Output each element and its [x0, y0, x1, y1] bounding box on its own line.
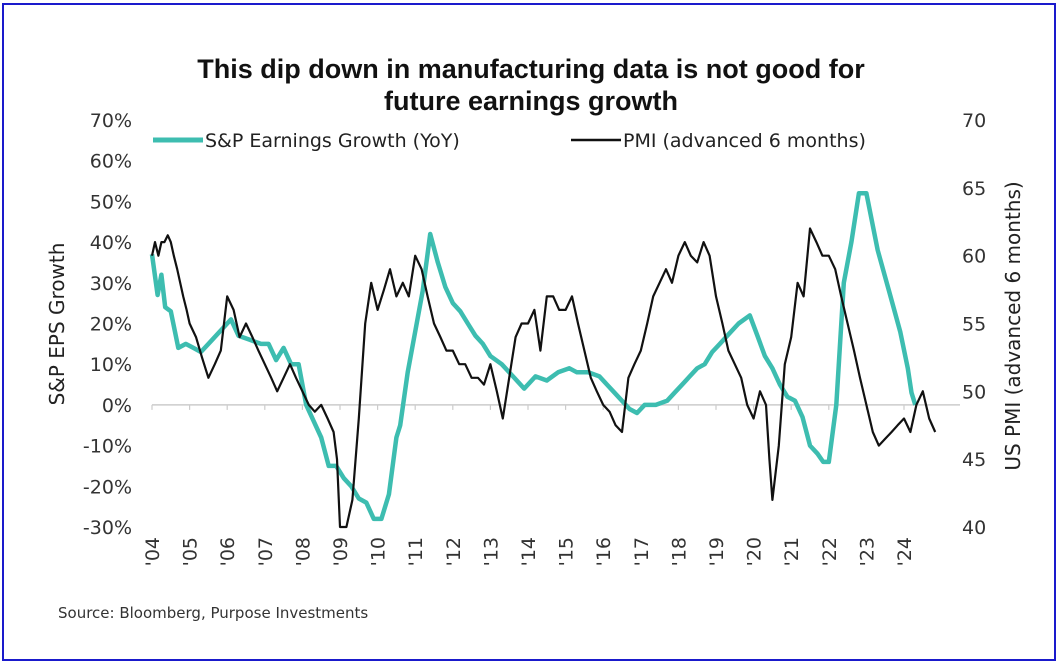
x-tick-label: '17	[631, 537, 653, 566]
right-tick-label: 60	[962, 246, 986, 268]
right-axis-ticks: 40 45 50 55 60 65 70	[962, 110, 986, 539]
x-tick-label: '11	[405, 537, 427, 566]
left-tick-label: 40%	[90, 232, 132, 254]
left-tick-label: 10%	[90, 354, 132, 376]
x-tick-label: '24	[894, 537, 916, 566]
x-axis: '04 '05 '06 '07 '08 '09 '10 '11 '12 '13 '14 '15 '16 '…	[142, 404, 960, 566]
chart-frame	[2, 3, 1056, 661]
x-tick-label: '07	[255, 537, 277, 566]
x-tick-label: '21	[781, 537, 803, 566]
pmi-line	[150, 227, 937, 529]
right-tick-label: 45	[962, 449, 986, 471]
series-lines	[149, 191, 937, 529]
right-axis-title: US PMI (advanced 6 months)	[1001, 181, 1025, 470]
right-tick-label: 70	[962, 110, 986, 132]
legend: S&P Earnings Growth (YoY) PMI (advanced …	[153, 130, 866, 152]
x-tick-label: '06	[217, 537, 239, 566]
x-tick-label: '18	[668, 537, 690, 566]
x-tick-label: '19	[706, 537, 728, 566]
x-tick-label: '20	[744, 537, 766, 566]
x-tick-label: '16	[593, 537, 615, 566]
left-tick-label: -10%	[83, 436, 132, 458]
left-axis-title: S&P EPS Growth	[45, 243, 69, 406]
left-tick-label: 20%	[90, 314, 132, 336]
right-tick-label: 65	[962, 178, 986, 200]
source-note: Source: Bloomberg, Purpose Investments	[58, 604, 369, 622]
x-tick-label: '14	[518, 537, 540, 566]
left-axis-ticks: -30% -20% -10% 0% 10% 20% 30% 40% 50% 60% 70%	[83, 110, 132, 539]
legend-pmi-label: PMI (advanced 6 months)	[623, 130, 866, 152]
left-tick-label: 50%	[90, 191, 132, 213]
x-tick-label: '12	[443, 537, 465, 566]
left-tick-label: 60%	[90, 151, 132, 173]
left-tick-label: -20%	[83, 476, 132, 498]
x-tick-label: '05	[180, 537, 202, 566]
x-tick-label: '23	[856, 537, 878, 566]
legend-eps-label: S&P Earnings Growth (YoY)	[205, 130, 460, 152]
x-tick-label: '08	[292, 537, 314, 566]
left-tick-label: 70%	[90, 110, 132, 132]
eps-growth-line	[149, 191, 918, 522]
x-tick-label: '10	[368, 537, 390, 566]
right-tick-label: 55	[962, 314, 986, 336]
x-tick-label: '04	[142, 537, 164, 566]
left-tick-label: 0%	[102, 395, 132, 417]
x-tick-label: '13	[480, 537, 502, 566]
chart-title-line-1: This dip down in manufacturing data is n…	[197, 54, 865, 84]
chart-title-line-2: future earnings growth	[383, 86, 678, 116]
x-tick-label: '15	[556, 537, 578, 566]
left-tick-label: 30%	[90, 273, 132, 295]
x-tick-label: '22	[819, 537, 841, 566]
x-tick-label: '09	[330, 537, 352, 566]
right-tick-label: 50	[962, 381, 986, 403]
left-tick-label: -30%	[83, 517, 132, 539]
right-tick-label: 40	[962, 517, 986, 539]
